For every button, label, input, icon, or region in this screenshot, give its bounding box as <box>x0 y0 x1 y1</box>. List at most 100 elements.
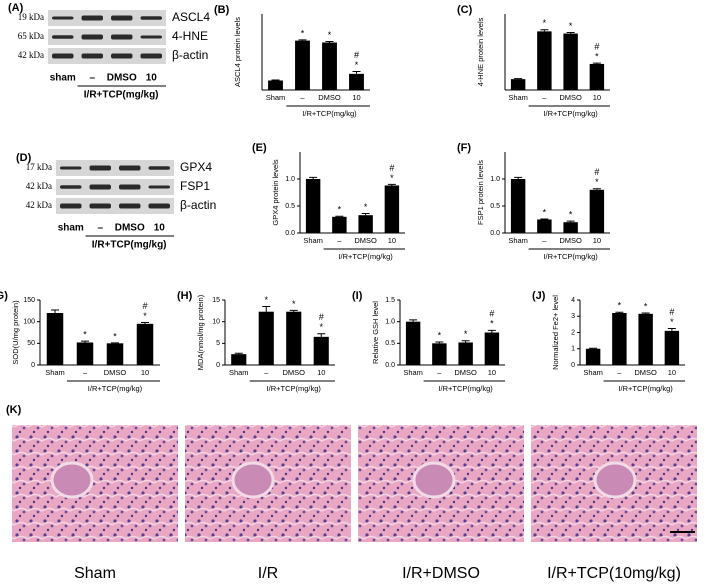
y-tick-label: 5 <box>216 340 220 347</box>
y-tick-label: 0.0 <box>285 230 295 237</box>
significance-marker: * <box>543 207 547 217</box>
y-tick-label: 0.5 <box>385 340 395 347</box>
significance-marker: * <box>569 21 573 31</box>
blot-band <box>81 34 103 40</box>
x-tick-label: DMSO <box>354 236 377 245</box>
blot-strip <box>56 160 174 176</box>
blot-band <box>52 16 74 20</box>
y-axis-label: ASCL4 protein levels <box>233 17 242 87</box>
blot-band <box>81 53 103 59</box>
lane-label: sham <box>58 223 84 234</box>
kda-label: 42 kDa <box>18 50 44 60</box>
bar <box>106 343 124 365</box>
y-axis-label: Relative GSH level <box>371 301 380 364</box>
panel-label: (A) <box>8 2 24 14</box>
significance-marker: * <box>328 30 332 40</box>
error-bar <box>592 62 601 64</box>
bar <box>258 311 274 365</box>
significance-marker: * <box>595 177 599 187</box>
x-tick-label: – <box>437 368 442 377</box>
panel-label: (E) <box>252 142 267 154</box>
bar <box>358 215 373 233</box>
protein-label: FSP1 <box>180 179 210 193</box>
bar <box>313 336 329 365</box>
bar <box>268 80 283 90</box>
x-tick-label: Sham <box>403 368 423 377</box>
bar <box>76 342 94 365</box>
bar <box>563 33 578 90</box>
x-tick-label: DMSO <box>634 368 657 377</box>
blot-band <box>89 203 111 209</box>
y-tick-label: 0.0 <box>385 362 395 369</box>
error-bar <box>409 319 418 322</box>
error-bar <box>81 340 89 343</box>
x-tick-label: DMSO <box>559 236 582 245</box>
error-bar <box>335 215 344 217</box>
significance-marker: * <box>670 317 674 327</box>
significance-marker: * <box>83 330 87 340</box>
x-tick-label: 10 <box>488 368 496 377</box>
significance-marker: * <box>595 52 599 62</box>
x-tick-label: – <box>83 368 88 377</box>
blot-band <box>111 53 133 59</box>
y-axis-label: FSP1 protein levels <box>476 160 485 225</box>
y-tick-label: 1.0 <box>385 319 395 326</box>
y-axis-label: GPX4 protein levels <box>271 159 280 226</box>
x-tick-label: 10 <box>317 368 325 377</box>
error-bar <box>461 340 470 343</box>
blot-band <box>140 16 162 20</box>
y-axis-label: 4-HNE protein levels <box>476 17 485 86</box>
error-bar <box>566 31 575 34</box>
x-tick-label: DMSO <box>283 368 306 377</box>
bar <box>332 216 347 233</box>
x-tick-label: – <box>337 236 342 245</box>
histology-caption: I/R+TCP(10mg/kg) <box>547 565 681 582</box>
x-tick-label: – <box>542 93 547 102</box>
error-bar <box>317 333 326 337</box>
y-tick-label: 4 <box>571 297 575 304</box>
significance-marker: * <box>113 331 117 341</box>
bar <box>349 73 364 90</box>
error-bar <box>435 341 444 344</box>
group-label: I/R+TCP(mg/kg) <box>338 252 393 261</box>
x-tick-label: – <box>300 93 305 102</box>
protein-label: ASCL4 <box>172 10 210 24</box>
error-bar <box>592 188 601 190</box>
bar <box>585 348 601 365</box>
significance-marker: * <box>618 301 622 311</box>
y-tick-label: 150 <box>23 297 35 304</box>
bar <box>46 313 64 365</box>
x-tick-label: Sham <box>229 368 249 377</box>
significance-marker: * <box>355 60 359 70</box>
histology-caption: I/R <box>258 565 278 582</box>
group-label: I/R+TCP(mg/kg) <box>92 240 167 251</box>
significance-marker: * <box>644 301 648 311</box>
error-bar <box>352 70 361 74</box>
group-label: I/R+TCP(mg/kg) <box>543 109 598 118</box>
significance-marker: * <box>490 319 494 329</box>
blot-band <box>148 185 170 189</box>
panel-label: (K) <box>6 404 22 416</box>
group-label: I/R+TCP(mg/kg) <box>88 384 143 393</box>
error-bar <box>514 176 523 179</box>
bar <box>295 40 310 90</box>
glomerulus <box>593 461 637 499</box>
lane-label: – <box>97 223 103 234</box>
panel-label: (I) <box>352 290 363 302</box>
bar <box>286 311 302 365</box>
bar <box>136 323 154 365</box>
error-bar <box>540 218 549 220</box>
blot-band <box>119 203 141 209</box>
lane-label: DMSO <box>107 73 137 84</box>
y-tick-label: 10 <box>212 319 220 326</box>
significance-marker: * <box>364 202 368 212</box>
significance-marker: * <box>292 299 296 309</box>
y-tick-label: 0 <box>31 362 35 369</box>
blot-band <box>148 203 170 209</box>
x-tick-label: – <box>617 368 622 377</box>
group-label: I/R+TCP(mg/kg) <box>84 90 159 101</box>
panel-label: (D) <box>16 152 32 164</box>
significance-marker: * <box>319 322 323 332</box>
y-tick-label: 0 <box>571 362 575 369</box>
bar <box>589 63 605 90</box>
